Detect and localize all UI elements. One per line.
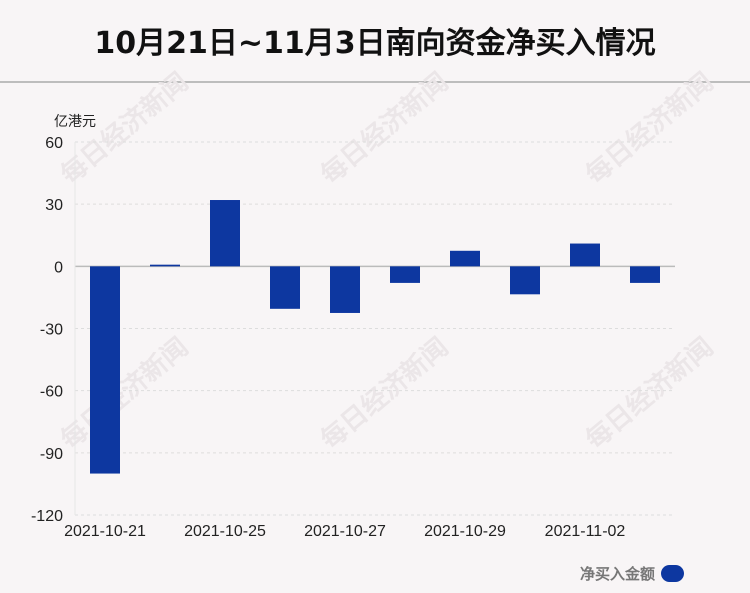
bar-2021-10-27 — [330, 266, 360, 313]
bar-2021-11-02 — [570, 243, 600, 267]
x-tick-label: 2021-11-02 — [545, 523, 626, 540]
bar-2021-10-26 — [270, 266, 300, 309]
bar-2021-10-22 — [150, 264, 180, 267]
legend-swatch — [661, 565, 684, 582]
bar-2021-10-21 — [90, 266, 120, 474]
watermark-text: 每日经济新闻 — [580, 66, 719, 190]
y-tick-label: -90 — [40, 446, 63, 463]
watermark-text: 每日经济新闻 — [55, 331, 194, 455]
chart-title: 10月21日~11月3日南向资金净买入情况 — [94, 26, 656, 61]
legend-label: 净买入金额 — [579, 565, 655, 583]
legend: 净买入金额 — [580, 563, 684, 584]
y-tick-label: 30 — [45, 197, 63, 214]
bar-2021-10-25 — [210, 200, 240, 267]
x-tick-label: 2021-10-21 — [64, 523, 146, 540]
y-axis: 60 30 0 -30 -60 -90 -120 亿港元 — [31, 114, 96, 525]
grid-lines — [75, 141, 675, 516]
y-tick-label: 0 — [54, 259, 63, 276]
watermark-text: 每日经济新闻 — [315, 331, 454, 455]
y-tick-label: -60 — [40, 384, 63, 401]
bar-2021-11-01 — [510, 266, 540, 295]
x-tick-label: 2021-10-27 — [304, 523, 386, 540]
x-axis: 2021-10-21 2021-10-25 2021-10-27 2021-10-29… — [64, 523, 625, 540]
x-tick-label: 2021-10-29 — [424, 523, 506, 540]
x-tick-label: 2021-10-25 — [184, 523, 266, 540]
y-tick-label: -30 — [40, 322, 63, 339]
y-tick-label: 60 — [45, 135, 63, 152]
title-divider — [0, 81, 750, 83]
watermark-text: 每日经济新闻 — [315, 66, 454, 190]
bar-2021-10-28 — [390, 266, 420, 283]
watermark-text: 每日经济新闻 — [580, 331, 719, 455]
bar-2021-10-29 — [450, 250, 480, 267]
bar-2021-11-03 — [630, 266, 660, 283]
y-axis-label: 亿港元 — [54, 114, 96, 130]
bars — [90, 200, 660, 474]
y-tick-label: -120 — [31, 508, 63, 525]
